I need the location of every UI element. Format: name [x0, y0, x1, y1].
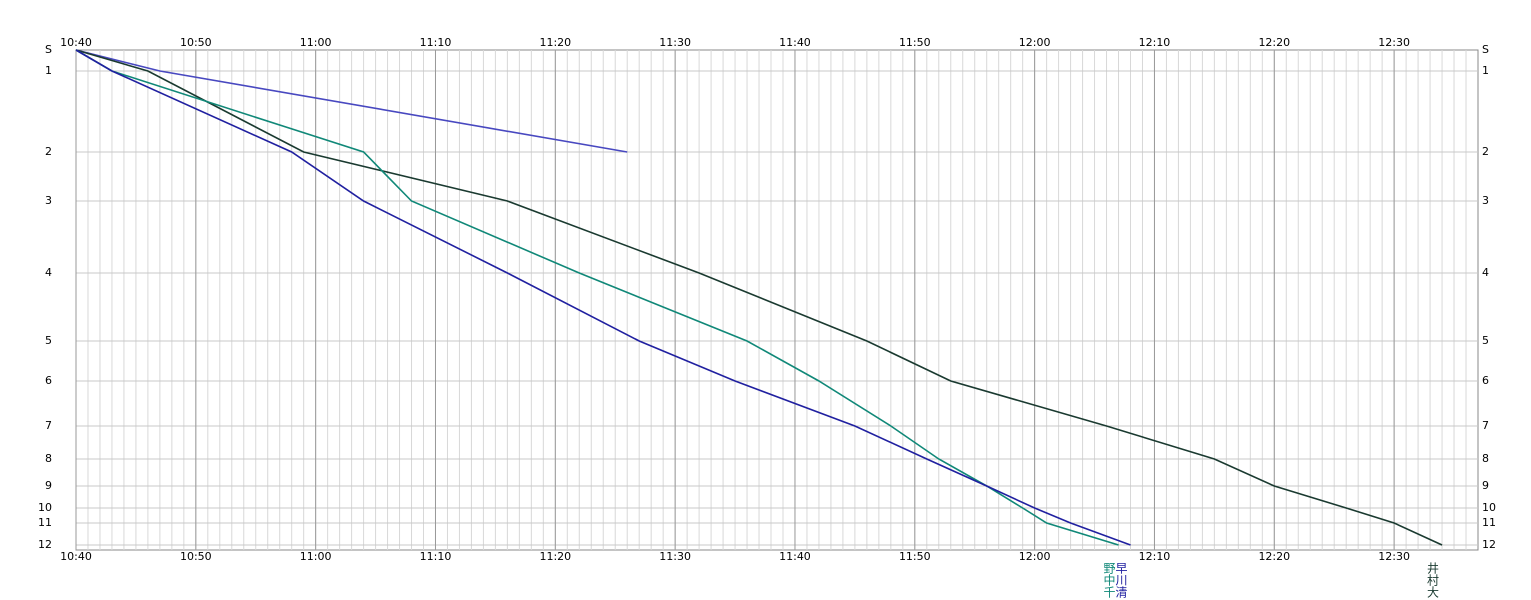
x-tick-label-bottom: 11:10 — [420, 550, 452, 563]
y-tick-label-right: 11 — [1482, 516, 1496, 529]
y-tick-label-left: S — [45, 43, 52, 56]
x-tick-label-bottom: 11:50 — [899, 550, 931, 563]
series-label: 早川清 — [1114, 562, 1128, 599]
y-tick-label-right: 6 — [1482, 374, 1489, 387]
y-tick-label-right: 12 — [1482, 538, 1496, 551]
x-tick-label-top: 11:50 — [899, 36, 931, 49]
x-tick-label-top: 10:40 — [60, 36, 92, 49]
x-tick-label-bottom: 11:40 — [779, 550, 811, 563]
y-tick-label-right: 1 — [1482, 64, 1489, 77]
x-tick-label-bottom: 12:20 — [1258, 550, 1290, 563]
y-tick-label-right: 8 — [1482, 452, 1489, 465]
y-tick-label-left: 9 — [45, 479, 52, 492]
y-tick-label-left: 3 — [45, 194, 52, 207]
plot-frame — [75, 49, 1479, 551]
x-tick-label-top: 12:30 — [1378, 36, 1410, 49]
y-tick-label-right: 7 — [1482, 419, 1489, 432]
x-tick-label-top: 11:00 — [300, 36, 332, 49]
x-tick-label-bottom: 12:00 — [1019, 550, 1051, 563]
y-tick-label-right: 10 — [1482, 501, 1496, 514]
x-tick-label-bottom: 11:30 — [659, 550, 691, 563]
x-tick-label-top: 11:10 — [420, 36, 452, 49]
y-tick-label-left: 6 — [45, 374, 52, 387]
x-tick-label-top: 11:20 — [539, 36, 571, 49]
series-label: 井村大 — [1426, 562, 1440, 598]
y-tick-label-left: 1 — [45, 64, 52, 77]
y-tick-label-right: S — [1482, 43, 1489, 56]
y-tick-label-left: 5 — [45, 334, 52, 347]
series-line — [75, 49, 1131, 546]
x-tick-label-top: 11:40 — [779, 36, 811, 49]
x-tick-label-bottom: 10:40 — [60, 550, 92, 563]
x-tick-label-bottom: 10:50 — [180, 550, 212, 563]
x-tick-label-top: 12:00 — [1019, 36, 1051, 49]
y-tick-label-right: 5 — [1482, 334, 1489, 347]
x-tick-label-top: 12:20 — [1258, 36, 1290, 49]
y-tick-label-right: 3 — [1482, 194, 1489, 207]
y-tick-label-left: 8 — [45, 452, 52, 465]
series-line — [75, 49, 1119, 546]
x-tick-label-top: 11:30 — [659, 36, 691, 49]
y-tick-label-left: 10 — [38, 501, 52, 514]
x-tick-label-bottom: 12:10 — [1139, 550, 1171, 563]
x-tick-label-bottom: 11:20 — [539, 550, 571, 563]
y-tick-label-left: 4 — [45, 266, 52, 279]
series-line — [75, 49, 628, 153]
y-tick-label-left: 2 — [45, 145, 52, 158]
series-line — [75, 49, 1443, 546]
y-tick-label-left: 7 — [45, 419, 52, 432]
series-label: 野中千 — [1102, 562, 1116, 598]
y-tick-label-right: 2 — [1482, 145, 1489, 158]
x-tick-label-bottom: 12:30 — [1378, 550, 1410, 563]
y-tick-label-right: 4 — [1482, 266, 1489, 279]
x-tick-label-top: 12:10 — [1139, 36, 1171, 49]
x-tick-label-top: 10:50 — [180, 36, 212, 49]
x-tick-label-bottom: 11:00 — [300, 550, 332, 563]
y-tick-label-left: 11 — [38, 516, 52, 529]
minor-grid — [87, 50, 1467, 550]
y-tick-label-right: 9 — [1482, 479, 1489, 492]
y-tick-label-left: 12 — [38, 538, 52, 551]
